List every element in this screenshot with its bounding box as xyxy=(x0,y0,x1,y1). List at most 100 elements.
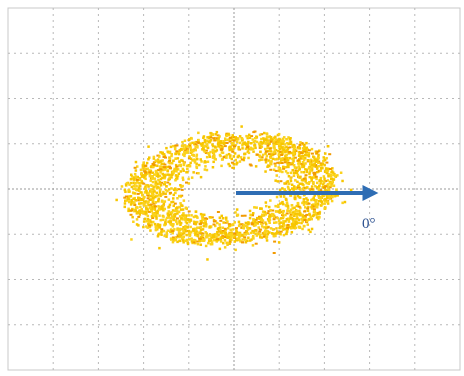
sample-dot xyxy=(143,204,146,207)
sample-dot xyxy=(190,158,193,161)
sample-dot xyxy=(255,165,258,168)
sample-dot xyxy=(152,181,155,184)
sample-dot xyxy=(195,165,198,168)
sample-dot xyxy=(246,146,249,148)
sample-dot xyxy=(285,170,288,173)
sample-dot xyxy=(310,206,313,209)
sample-dot xyxy=(216,231,219,234)
sample-dot xyxy=(269,218,272,221)
sample-dot xyxy=(179,149,182,152)
sample-dot xyxy=(145,225,148,228)
sample-dot xyxy=(172,241,175,244)
sample-dot xyxy=(222,227,225,230)
sample-dot xyxy=(209,132,212,135)
sample-dot xyxy=(158,208,161,211)
sample-dot xyxy=(161,208,164,211)
sample-dot xyxy=(155,181,158,184)
sample-dot xyxy=(209,216,212,219)
sample-dot xyxy=(167,178,170,181)
sample-dot xyxy=(140,169,143,172)
sample-dot xyxy=(325,162,328,164)
sample-dot xyxy=(197,232,200,235)
sample-dot xyxy=(240,125,243,128)
sample-dot xyxy=(326,201,329,204)
sample-dot xyxy=(268,206,271,209)
sample-dot xyxy=(180,222,183,225)
sample-dot xyxy=(184,226,187,229)
sample-dot xyxy=(241,159,244,161)
sample-dot xyxy=(222,217,225,220)
sample-dot xyxy=(228,149,231,152)
sample-dot xyxy=(285,154,288,157)
sample-dot xyxy=(267,233,270,236)
sample-dot xyxy=(199,238,202,240)
sample-dot xyxy=(255,243,258,245)
sample-dot xyxy=(201,215,204,218)
sample-dot xyxy=(304,206,307,209)
sample-dot xyxy=(150,166,153,169)
sample-dot xyxy=(255,229,258,232)
sample-dot xyxy=(311,188,314,190)
sample-dot xyxy=(298,222,301,225)
sample-dot xyxy=(227,227,230,230)
sample-dot xyxy=(256,154,259,156)
sample-dot xyxy=(200,229,203,232)
sample-dot xyxy=(200,176,203,179)
sample-dot xyxy=(255,221,257,224)
sample-dot xyxy=(196,146,199,149)
sample-dot xyxy=(282,220,285,223)
sample-dot xyxy=(212,156,215,159)
sample-dot xyxy=(270,141,273,143)
sample-dot xyxy=(308,167,311,170)
sample-dot xyxy=(344,201,347,204)
sample-dot xyxy=(258,159,261,162)
sample-dot xyxy=(137,224,140,227)
sample-dot xyxy=(309,231,312,234)
sample-dot xyxy=(247,222,250,225)
sample-dot xyxy=(271,215,274,218)
sample-dot xyxy=(202,137,205,140)
sample-dot xyxy=(263,132,266,135)
sample-dot xyxy=(286,210,289,213)
sample-dot xyxy=(265,139,268,142)
sample-dot xyxy=(273,241,276,243)
sample-dot xyxy=(264,142,267,145)
sample-dot xyxy=(302,161,305,164)
sample-dot xyxy=(176,197,179,200)
sample-dot xyxy=(229,154,232,157)
sample-dot xyxy=(324,198,327,201)
sample-dot xyxy=(307,223,310,226)
sample-dot xyxy=(278,222,281,225)
sample-dot xyxy=(299,176,302,179)
sample-dot xyxy=(207,147,210,150)
sample-dot xyxy=(303,171,306,174)
sample-dot xyxy=(171,211,174,214)
sample-dot xyxy=(229,165,232,168)
sample-dot xyxy=(282,166,285,169)
sample-dot xyxy=(164,181,167,184)
sample-dot xyxy=(186,222,189,225)
sample-dot xyxy=(185,207,188,210)
sample-dot xyxy=(288,182,291,185)
sample-dot xyxy=(208,141,211,144)
sample-dot xyxy=(288,151,291,153)
sample-dot xyxy=(148,156,151,159)
sample-dot xyxy=(155,160,158,163)
sample-dot xyxy=(204,139,207,142)
sample-dot xyxy=(235,229,238,232)
sample-dot xyxy=(167,221,170,224)
sample-dot xyxy=(316,216,319,219)
sample-dot xyxy=(160,219,163,222)
sample-dot xyxy=(247,157,250,160)
sample-dot xyxy=(210,137,213,139)
sample-dot xyxy=(276,141,279,144)
sample-dot xyxy=(132,202,135,205)
sample-dot xyxy=(278,210,281,213)
sample-dot xyxy=(175,150,178,152)
sample-dot xyxy=(179,215,182,218)
sample-dot xyxy=(279,226,282,229)
sample-dot xyxy=(308,149,311,151)
sample-dot xyxy=(152,199,155,202)
sample-dot xyxy=(219,229,222,232)
sample-dot xyxy=(115,199,118,202)
